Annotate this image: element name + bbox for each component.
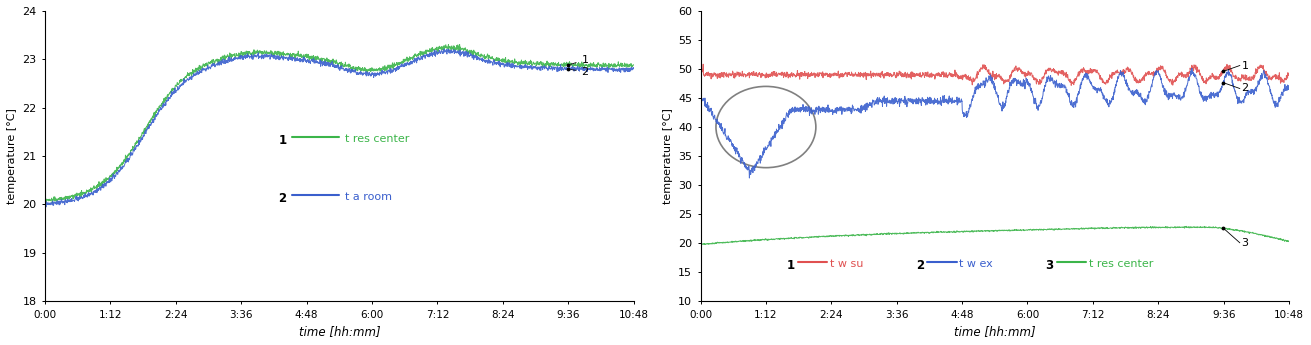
Text: 3: 3	[1242, 238, 1248, 248]
Text: 2: 2	[570, 67, 589, 77]
Text: 1: 1	[278, 135, 286, 147]
X-axis label: time [hh:mm]: time [hh:mm]	[954, 325, 1036, 338]
Text: 2: 2	[1242, 83, 1248, 93]
Text: 2: 2	[916, 259, 924, 272]
Text: 1: 1	[570, 55, 589, 65]
Y-axis label: temperature [°C]: temperature [°C]	[662, 108, 673, 204]
Text: 1: 1	[787, 259, 794, 272]
Text: t res center: t res center	[1089, 259, 1154, 269]
Text: t w ex: t w ex	[960, 259, 994, 269]
Text: 2: 2	[278, 193, 286, 206]
Text: t res center: t res center	[345, 135, 409, 145]
Text: 1: 1	[1242, 60, 1248, 70]
X-axis label: time [hh:mm]: time [hh:mm]	[299, 325, 380, 338]
Y-axis label: temperature [°C]: temperature [°C]	[7, 108, 17, 204]
Text: t w su: t w su	[830, 259, 864, 269]
Text: t a room: t a room	[345, 193, 392, 203]
Text: 3: 3	[1045, 259, 1054, 272]
